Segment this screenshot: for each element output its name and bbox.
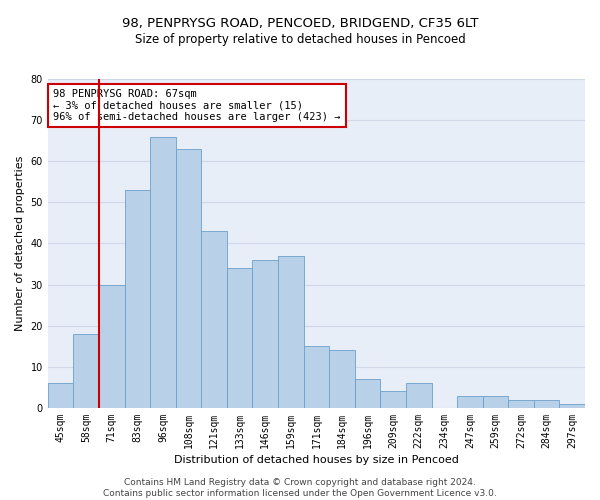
Bar: [99, 284, 125, 408]
Bar: [457, 396, 482, 408]
Bar: [176, 149, 201, 408]
Bar: [125, 190, 150, 408]
Bar: [534, 400, 559, 408]
Text: Contains HM Land Registry data © Crown copyright and database right 2024.
Contai: Contains HM Land Registry data © Crown c…: [103, 478, 497, 498]
Text: Size of property relative to detached houses in Pencoed: Size of property relative to detached ho…: [134, 32, 466, 46]
Bar: [304, 346, 329, 408]
Text: 98 PENPRYSG ROAD: 67sqm
← 3% of detached houses are smaller (15)
96% of semi-det: 98 PENPRYSG ROAD: 67sqm ← 3% of detached…: [53, 89, 341, 122]
Bar: [329, 350, 355, 408]
Bar: [150, 136, 176, 408]
Bar: [559, 404, 585, 408]
Bar: [227, 268, 253, 408]
Y-axis label: Number of detached properties: Number of detached properties: [15, 156, 25, 331]
Bar: [48, 384, 73, 408]
Bar: [201, 231, 227, 408]
Bar: [73, 334, 99, 408]
Bar: [355, 379, 380, 408]
Bar: [508, 400, 534, 408]
Bar: [278, 256, 304, 408]
Bar: [406, 384, 431, 408]
Bar: [482, 396, 508, 408]
Bar: [380, 392, 406, 408]
Bar: [253, 260, 278, 408]
Text: 98, PENPRYSG ROAD, PENCOED, BRIDGEND, CF35 6LT: 98, PENPRYSG ROAD, PENCOED, BRIDGEND, CF…: [122, 18, 478, 30]
X-axis label: Distribution of detached houses by size in Pencoed: Distribution of detached houses by size …: [174, 455, 459, 465]
